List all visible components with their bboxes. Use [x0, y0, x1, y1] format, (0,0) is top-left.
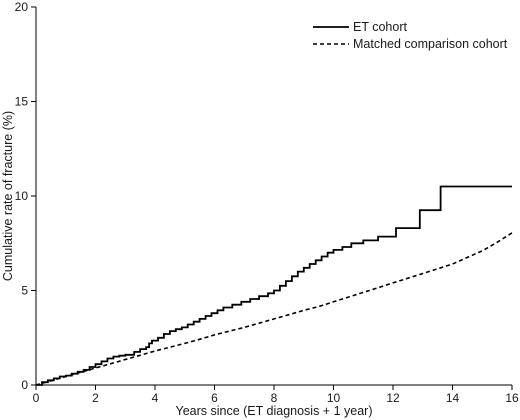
x-tick-label: 16 [505, 391, 519, 405]
x-tick-label: 14 [446, 391, 460, 405]
y-tick-label: 20 [15, 0, 29, 14]
x-tick-label: 2 [92, 391, 99, 405]
y-axis-title: Cumulative rate of fracture (%) [1, 111, 15, 281]
x-tick-label: 0 [33, 391, 40, 405]
series-line-1 [36, 185, 512, 386]
y-tick-label: 5 [21, 284, 28, 298]
axis-ticks: 0 2 4 6 8 10 12 14 16 0 5 10 15 20 [15, 0, 519, 405]
legend-label: ET cohort [353, 20, 407, 34]
y-tick-label: 10 [15, 189, 29, 203]
x-tick-label: 10 [327, 391, 341, 405]
x-tick-label: 12 [386, 391, 400, 405]
x-tick-label: 8 [271, 391, 278, 405]
series-line-2 [35, 232, 513, 386]
y-tick-label: 0 [21, 378, 28, 392]
x-axis-title: Years since (ET diagnosis + 1 year) [176, 404, 373, 418]
legend-label: Matched comparison cohort [353, 37, 508, 51]
x-tick-label: 6 [211, 391, 218, 405]
series-lines [35, 185, 513, 386]
y-tick-label: 15 [15, 95, 29, 109]
x-tick-label: 4 [152, 391, 159, 405]
legend: ET cohort Matched comparison cohort [313, 20, 508, 51]
